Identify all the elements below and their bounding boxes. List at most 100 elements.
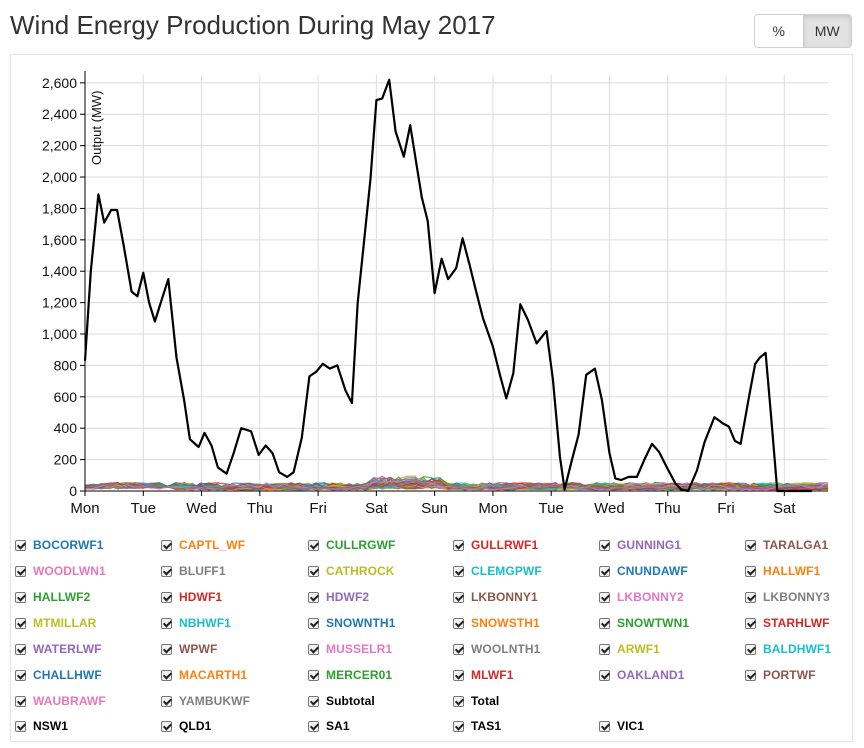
legend-checkbox[interactable] — [161, 617, 172, 629]
legend-item[interactable]: CULLRGWF — [308, 537, 395, 553]
legend-label: MACARTH1 — [179, 668, 248, 682]
legend-checkbox[interactable] — [599, 539, 610, 551]
legend-checkbox[interactable] — [308, 669, 319, 681]
legend-checkbox[interactable] — [453, 565, 464, 577]
legend-item[interactable]: QLD1 — [161, 718, 211, 734]
legend-item[interactable]: NBHWF1 — [161, 615, 231, 631]
legend-item[interactable]: OAKLAND1 — [599, 667, 684, 683]
legend-item[interactable]: HDWF2 — [308, 589, 369, 605]
legend-checkbox[interactable] — [161, 539, 172, 551]
legend-checkbox[interactable] — [745, 539, 756, 551]
legend-item[interactable]: Total — [453, 693, 499, 709]
legend-item[interactable]: LKBONNY3 — [745, 589, 830, 605]
legend-checkbox[interactable] — [745, 669, 756, 681]
legend-item[interactable]: WOODLWN1 — [15, 563, 106, 579]
grid — [84, 75, 828, 492]
percent-toggle-button[interactable]: % — [755, 15, 803, 47]
legend-checkbox[interactable] — [453, 720, 464, 732]
legend-checkbox[interactable] — [599, 669, 610, 681]
legend-checkbox[interactable] — [599, 617, 610, 629]
legend-checkbox[interactable] — [599, 565, 610, 577]
legend-label: YAMBUKWF — [179, 694, 251, 708]
legend-item[interactable]: CLEMGPWF — [453, 563, 542, 579]
legend-checkbox[interactable] — [453, 617, 464, 629]
legend-checkbox[interactable] — [453, 539, 464, 551]
legend-checkbox[interactable] — [15, 539, 26, 551]
legend-item[interactable]: BALDHWF1 — [745, 641, 831, 657]
legend-item[interactable]: YAMBUKWF — [161, 693, 250, 709]
legend-checkbox[interactable] — [599, 720, 610, 732]
legend-checkbox[interactable] — [15, 695, 26, 707]
legend-checkbox[interactable] — [15, 643, 26, 655]
legend-item[interactable]: STARHLWF — [745, 615, 830, 631]
unit-toggle: % MW — [754, 14, 852, 48]
legend-item[interactable]: MUSSELR1 — [308, 641, 392, 657]
legend-checkbox[interactable] — [308, 591, 319, 603]
legend-item[interactable]: WPWF — [161, 641, 217, 657]
legend-item[interactable]: MLWF1 — [453, 667, 514, 683]
x-tick-label: Thu — [247, 500, 273, 517]
legend-checkbox[interactable] — [15, 669, 26, 681]
legend-checkbox[interactable] — [599, 643, 610, 655]
legend-item[interactable]: MACARTH1 — [161, 667, 247, 683]
legend-item[interactable]: SNOWTWN1 — [599, 615, 689, 631]
legend-checkbox[interactable] — [161, 669, 172, 681]
legend-checkbox[interactable] — [453, 643, 464, 655]
legend-checkbox[interactable] — [745, 565, 756, 577]
legend-item[interactable]: SNOWNTH1 — [308, 615, 395, 631]
legend-item[interactable]: GUNNING1 — [599, 537, 681, 553]
legend-checkbox[interactable] — [161, 591, 172, 603]
legend-checkbox[interactable] — [15, 617, 26, 629]
legend-item[interactable]: WAUBRAWF — [15, 693, 106, 709]
legend-checkbox[interactable] — [161, 720, 172, 732]
legend-item[interactable]: BLUFF1 — [161, 563, 226, 579]
legend-label: HDWF2 — [326, 590, 370, 604]
legend-item[interactable]: MERCER01 — [308, 667, 392, 683]
legend-item[interactable]: CATHROCK — [308, 563, 395, 579]
legend-item[interactable]: TAS1 — [453, 718, 501, 734]
legend-item[interactable]: LKBONNY1 — [453, 589, 538, 605]
legend-checkbox[interactable] — [745, 643, 756, 655]
legend-item[interactable]: MTMILLAR — [15, 615, 96, 631]
legend-item[interactable]: LKBONNY2 — [599, 589, 684, 605]
legend-checkbox[interactable] — [599, 591, 610, 603]
legend-checkbox[interactable] — [15, 720, 26, 732]
legend-checkbox[interactable] — [453, 695, 464, 707]
legend-label: BOCORWF1 — [33, 538, 104, 552]
legend-item[interactable]: WATERLWF — [15, 641, 102, 657]
legend-checkbox[interactable] — [308, 565, 319, 577]
legend-checkbox[interactable] — [15, 565, 26, 577]
legend-checkbox[interactable] — [308, 643, 319, 655]
legend-item[interactable]: HALLWF1 — [745, 563, 820, 579]
legend-checkbox[interactable] — [453, 669, 464, 681]
legend-checkbox[interactable] — [308, 720, 319, 732]
legend-checkbox[interactable] — [15, 591, 26, 603]
legend-checkbox[interactable] — [745, 591, 756, 603]
legend-item[interactable]: WOOLNTH1 — [453, 641, 540, 657]
legend-item[interactable]: HDWF1 — [161, 589, 222, 605]
legend-item[interactable]: GULLRWF1 — [453, 537, 538, 553]
legend-item[interactable]: ARWF1 — [599, 641, 660, 657]
legend-item[interactable]: SNOWSTH1 — [453, 615, 540, 631]
legend-checkbox[interactable] — [161, 643, 172, 655]
legend-item[interactable]: CNUNDAWF — [599, 563, 688, 579]
legend-item[interactable]: CHALLHWF — [15, 667, 102, 683]
legend-item[interactable]: SA1 — [308, 718, 350, 734]
legend-checkbox[interactable] — [161, 695, 172, 707]
legend-checkbox[interactable] — [308, 617, 319, 629]
legend-checkbox[interactable] — [453, 591, 464, 603]
x-tick-label: Sun — [421, 500, 448, 517]
legend-checkbox[interactable] — [745, 617, 756, 629]
legend-item[interactable]: NSW1 — [15, 718, 68, 734]
legend-item[interactable]: CAPTL_WF — [161, 537, 245, 553]
legend-checkbox[interactable] — [161, 565, 172, 577]
legend-checkbox[interactable] — [308, 539, 319, 551]
legend-item[interactable]: TARALGA1 — [745, 537, 828, 553]
mw-toggle-button[interactable]: MW — [802, 15, 851, 47]
legend-item[interactable]: Subtotal — [308, 693, 375, 709]
legend-item[interactable]: HALLWF2 — [15, 589, 90, 605]
legend-item[interactable]: PORTWF — [745, 667, 816, 683]
legend-item[interactable]: VIC1 — [599, 718, 644, 734]
legend-checkbox[interactable] — [308, 695, 319, 707]
legend-item[interactable]: BOCORWF1 — [15, 537, 104, 553]
